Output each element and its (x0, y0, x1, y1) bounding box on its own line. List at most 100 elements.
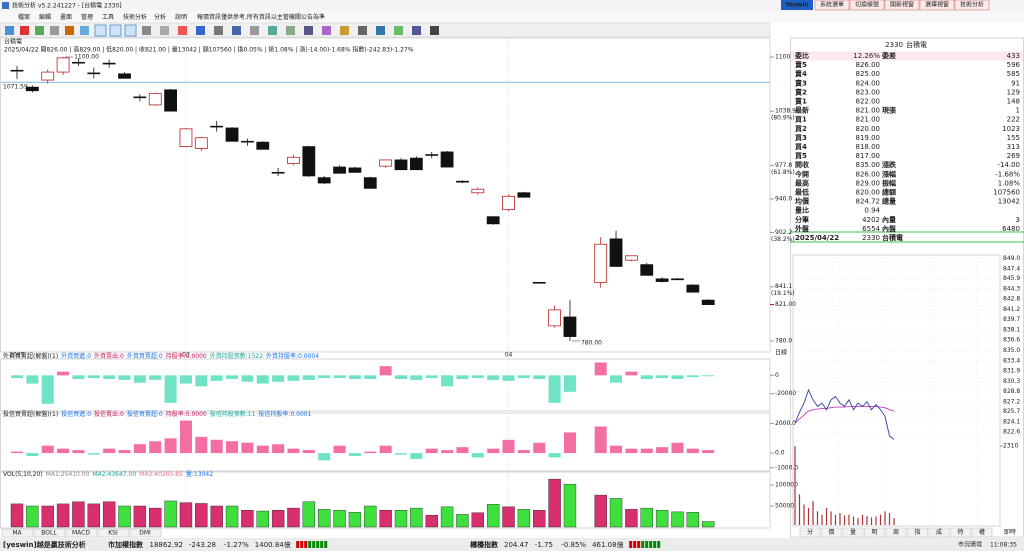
menu-button-label[interactable]: 系統選單 (820, 1, 844, 9)
bar (456, 375, 469, 379)
menu-item[interactable]: 畫面 (60, 13, 72, 21)
tool-icon[interactable] (304, 26, 313, 35)
row-value: 313 (1007, 143, 1020, 151)
intraday-tab-label[interactable]: 明 (871, 529, 877, 536)
indicator-tab[interactable] (1, 528, 34, 538)
intraday-tab[interactable] (821, 527, 842, 538)
row-label: 振幅 (882, 178, 896, 187)
tool-icon[interactable] (232, 26, 241, 35)
menu-item[interactable]: 檔案 (18, 13, 30, 21)
menu-button-label[interactable]: 開新視窗 (890, 1, 914, 9)
menu-item[interactable]: 工具 (102, 14, 114, 21)
row-value: 825.00 (856, 70, 881, 78)
menu-button-label[interactable]: 選擇視窗 (925, 1, 949, 9)
bar (318, 375, 331, 379)
tool-icon[interactable] (358, 26, 367, 35)
candle-body (302, 146, 316, 177)
intraday-tab-label[interactable]: 成 (936, 528, 942, 536)
y-tick-label: -20000 (775, 390, 796, 397)
bar (41, 445, 54, 454)
intraday-tab[interactable] (842, 527, 864, 538)
indicator-tab[interactable] (65, 528, 98, 538)
bar (103, 375, 116, 379)
indicator-tab[interactable] (97, 528, 130, 538)
tool-icon[interactable] (214, 26, 223, 35)
intraday-tab[interactable] (799, 527, 821, 538)
row-label: 買1 (794, 115, 807, 124)
intraday-tab-label[interactable]: 分 (807, 528, 813, 536)
candle-body (409, 157, 423, 171)
header-item: MA3:40265.85 (139, 471, 183, 478)
tool-icon[interactable] (109, 24, 122, 37)
menu-button[interactable] (884, 0, 920, 11)
y-tick-pct: (38.2%) (771, 236, 795, 243)
mini-bar (649, 541, 653, 548)
intraday-tab[interactable] (950, 527, 971, 538)
menu-item[interactable]: 分析 (154, 13, 166, 21)
menu-item[interactable]: 管理 (81, 13, 93, 21)
bar (287, 448, 300, 454)
menu-button[interactable] (814, 0, 850, 11)
indicator-tab-label[interactable]: MACD (72, 530, 90, 537)
tool-icon[interactable] (394, 26, 403, 35)
indicator-tab-label[interactable]: DMI (139, 530, 151, 537)
bar (502, 439, 515, 454)
intraday-tab[interactable] (928, 527, 950, 538)
tool-icon[interactable] (268, 26, 277, 35)
menu-item[interactable]: 說明 (175, 13, 187, 21)
intraday-tab-label[interactable]: 權 (979, 528, 985, 536)
intraday-tab-label[interactable]: 量 (850, 529, 856, 536)
panel-header: 外資買賣超(解盤)(1) 外資買進:0 外資賣出:0 外資買賣超:0 持股率:0.000… (3, 352, 319, 360)
tool-icon[interactable] (80, 26, 89, 35)
menu-button-label[interactable]: 切換帳號 (855, 1, 879, 9)
menu-button[interactable] (919, 0, 955, 11)
indicator-tab-label[interactable]: BOLL (41, 530, 57, 537)
tool-icon[interactable] (160, 26, 169, 35)
intraday-tab[interactable] (907, 527, 928, 538)
volume-panel (0, 471, 771, 529)
row-value: 824.72 (856, 198, 881, 206)
tool-icon[interactable] (94, 24, 107, 37)
intraday-tab-label[interactable]: 指 (914, 528, 920, 536)
tool-icon[interactable] (35, 26, 44, 35)
bar (272, 444, 285, 454)
index-value: -0.85% (561, 541, 586, 549)
tool-icon[interactable] (50, 26, 59, 35)
indicator-tab[interactable] (33, 528, 66, 538)
intraday-tab[interactable] (864, 527, 885, 538)
intraday-tab[interactable] (971, 527, 993, 538)
tool-icon[interactable] (250, 26, 259, 35)
intraday-tab-label[interactable]: 特 (957, 528, 963, 536)
menu-item[interactable]: 編輯 (39, 13, 51, 21)
intraday-tab-label[interactable]: 價 (828, 528, 834, 536)
menu-button-label[interactable]: 技術分析 (960, 1, 984, 9)
indicator-tab-label[interactable]: KSI (108, 530, 118, 537)
bar (241, 375, 254, 382)
menu-item[interactable]: 技術分析 (123, 13, 147, 21)
tool-icon[interactable] (412, 26, 421, 35)
tool-icon[interactable] (178, 26, 187, 35)
bar (57, 448, 70, 454)
tool-icon[interactable] (65, 26, 74, 35)
y-tick-label: 2310 (1003, 443, 1018, 450)
intraday-tab-label[interactable]: 周 (893, 529, 899, 536)
index-name: 市加權指數 (108, 540, 143, 549)
tool-icon[interactable] (286, 26, 295, 35)
bar (625, 371, 638, 376)
tool-icon[interactable] (430, 26, 439, 35)
indicator-tab[interactable] (129, 528, 162, 538)
tool-icon[interactable] (5, 26, 14, 35)
tool-icon[interactable] (376, 26, 385, 35)
tool-icon[interactable] (20, 26, 29, 35)
tool-icon[interactable] (124, 24, 137, 37)
menu-button[interactable] (954, 0, 990, 11)
row-value: 1.08% (998, 179, 1021, 187)
indicator-tab-label[interactable]: MA (12, 530, 22, 537)
tool-icon[interactable] (196, 26, 205, 35)
row-label: 賣3 (794, 78, 807, 87)
tool-icon[interactable] (322, 26, 331, 35)
intraday-tab[interactable] (885, 527, 907, 538)
tool-icon[interactable] (142, 26, 151, 35)
tool-icon[interactable] (340, 26, 349, 35)
menu-button[interactable] (849, 0, 885, 11)
